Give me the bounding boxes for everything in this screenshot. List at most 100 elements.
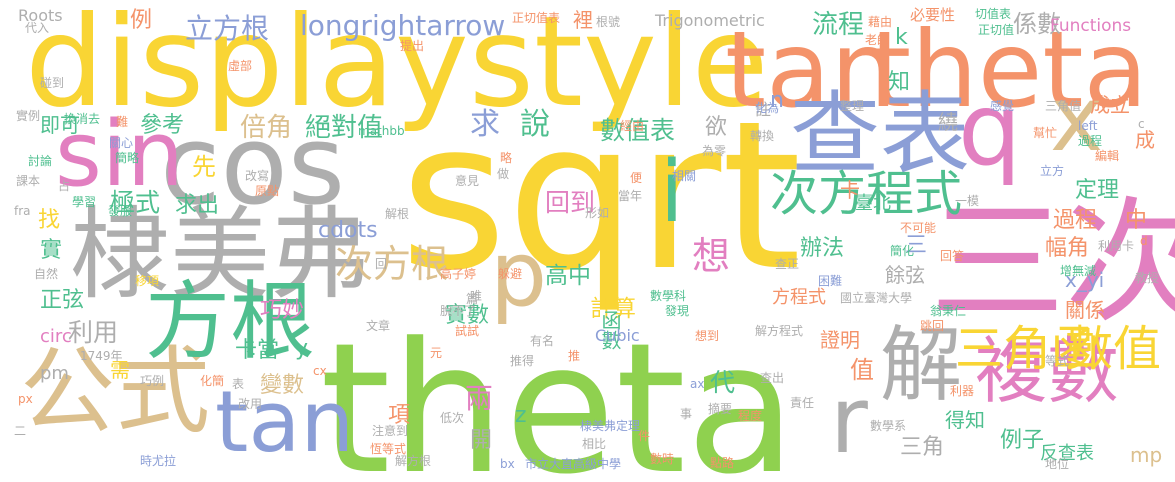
word-80: 例子 <box>1000 428 1045 453</box>
word-85: 欲 <box>705 115 728 140</box>
word-176: 化為 <box>755 101 780 115</box>
word-32: 例 <box>130 8 153 33</box>
word-201: 經由 <box>620 119 645 133</box>
word-93: 必要性 <box>910 6 956 24</box>
word-34: 絕對值 <box>305 113 384 143</box>
word-39: 極式 <box>110 188 161 217</box>
word-5: theta <box>870 9 1148 131</box>
word-124: 注意到 <box>372 424 409 438</box>
word-156: 發現 <box>665 304 690 318</box>
word-10: 查表 <box>790 82 970 187</box>
word-118: 巧例 <box>140 374 165 388</box>
word-189: 略 <box>500 151 513 165</box>
word-87: k <box>895 25 908 50</box>
word-181: 三角值 <box>1045 99 1082 113</box>
word-24: 數值 <box>1065 321 1162 377</box>
word-157: 國立臺灣大學 <box>840 291 913 305</box>
word-98: 藉由 <box>868 15 893 29</box>
word-37: 數值表 <box>600 116 676 145</box>
word-122: 表 <box>232 377 245 391</box>
word-159: 跳回 <box>920 319 945 333</box>
word-140: bx <box>500 457 515 471</box>
word-99: 老師 <box>865 33 890 47</box>
word-64: 找 <box>38 208 61 233</box>
word-18: p <box>490 222 548 327</box>
word-164: 查正 <box>775 257 800 271</box>
word-123: 改用 <box>238 397 263 411</box>
word-76: 證明 <box>820 328 860 352</box>
word-174: 相關 <box>672 169 697 183</box>
word-63: 實 <box>40 238 63 263</box>
word-107: 關心 <box>109 136 134 150</box>
word-144: 查出 <box>760 371 785 385</box>
word-33: 倍角 <box>240 113 293 143</box>
word-86: n <box>770 88 784 113</box>
word-28: 係數 <box>1013 10 1061 38</box>
word-141: 件 <box>638 429 651 443</box>
word-101: 碰到 <box>40 76 65 90</box>
word-44: 利用 <box>68 318 119 347</box>
word-165: 簡化 <box>890 244 915 258</box>
word-81: 反查表 <box>1040 443 1094 464</box>
word-70: 辦法 <box>800 236 845 261</box>
word-151: 想到 <box>695 329 720 343</box>
word-13: tan <box>215 373 355 472</box>
word-21: 次方程式 <box>770 166 963 222</box>
word-152: 解方程式 <box>755 324 804 338</box>
word-139: 數時 <box>650 452 675 466</box>
word-91: 註 <box>755 100 772 119</box>
word-69: 幅角 <box>1045 236 1090 261</box>
word-133: 責任 <box>790 396 815 410</box>
word-132: 程度 <box>738 409 763 423</box>
word-162: 增無減 <box>1060 264 1097 278</box>
word-136: 地位 <box>1045 457 1070 471</box>
word-131: 摘要 <box>708 402 733 416</box>
word-72: 餘弦 <box>885 263 925 287</box>
word-3: displaystyle <box>25 0 769 135</box>
word-163: 困難 <box>818 274 843 288</box>
word-55: 代 <box>710 368 736 397</box>
word-186: c <box>1138 117 1145 131</box>
word-23: 三角函 <box>955 321 1100 377</box>
word-200: 回 <box>375 257 388 271</box>
word-11: 公式 <box>20 337 211 447</box>
word-79: 得知 <box>945 408 985 432</box>
word-71: 三 <box>905 233 928 258</box>
word-184: 編輯 <box>1095 149 1120 163</box>
word-38: 參考 <box>140 113 185 138</box>
word-106: 難 <box>116 115 129 129</box>
word-154: Cubic <box>595 326 640 345</box>
word-90: 繞 <box>938 110 958 134</box>
word-6: cos <box>160 101 346 229</box>
word-88: 卡 <box>840 178 860 202</box>
word-183: 過程 <box>1078 134 1103 148</box>
word-73: x_yi <box>1065 268 1105 292</box>
word-134: 數學系 <box>870 419 907 433</box>
word-177: 為零 <box>702 144 727 158</box>
word-161: 教授 <box>1135 271 1160 285</box>
word-102: 提出 <box>400 39 425 53</box>
word-125: 恆等式 <box>370 442 407 456</box>
word-188: mathbb <box>358 124 405 138</box>
word-110: 課本 <box>16 174 41 188</box>
word-171: 當年 <box>618 189 643 203</box>
word-49: 計算 <box>590 296 636 322</box>
word-29: Functions <box>1050 16 1132 36</box>
word-127: 低次 <box>440 411 465 425</box>
word-74: 關係 <box>1065 298 1105 322</box>
word-77: 值 <box>850 356 874 384</box>
word-19: r <box>830 367 868 474</box>
word-46: y <box>295 336 309 361</box>
word-120: 二 <box>14 424 27 438</box>
word-4: tan <box>725 9 898 131</box>
word-145: 推得 <box>510 354 535 368</box>
word-170: 一模 <box>955 194 980 208</box>
word-2: theta <box>320 305 797 482</box>
word-192: 原點 <box>255 184 280 198</box>
word-25: 立方根 <box>185 12 270 45</box>
word-58: 項 <box>388 403 411 428</box>
word-105: 換消去 <box>64 112 101 126</box>
word-148: 文章 <box>366 319 391 333</box>
word-126: 時尤拉 <box>140 454 177 468</box>
word-1: sqrt <box>400 78 802 316</box>
